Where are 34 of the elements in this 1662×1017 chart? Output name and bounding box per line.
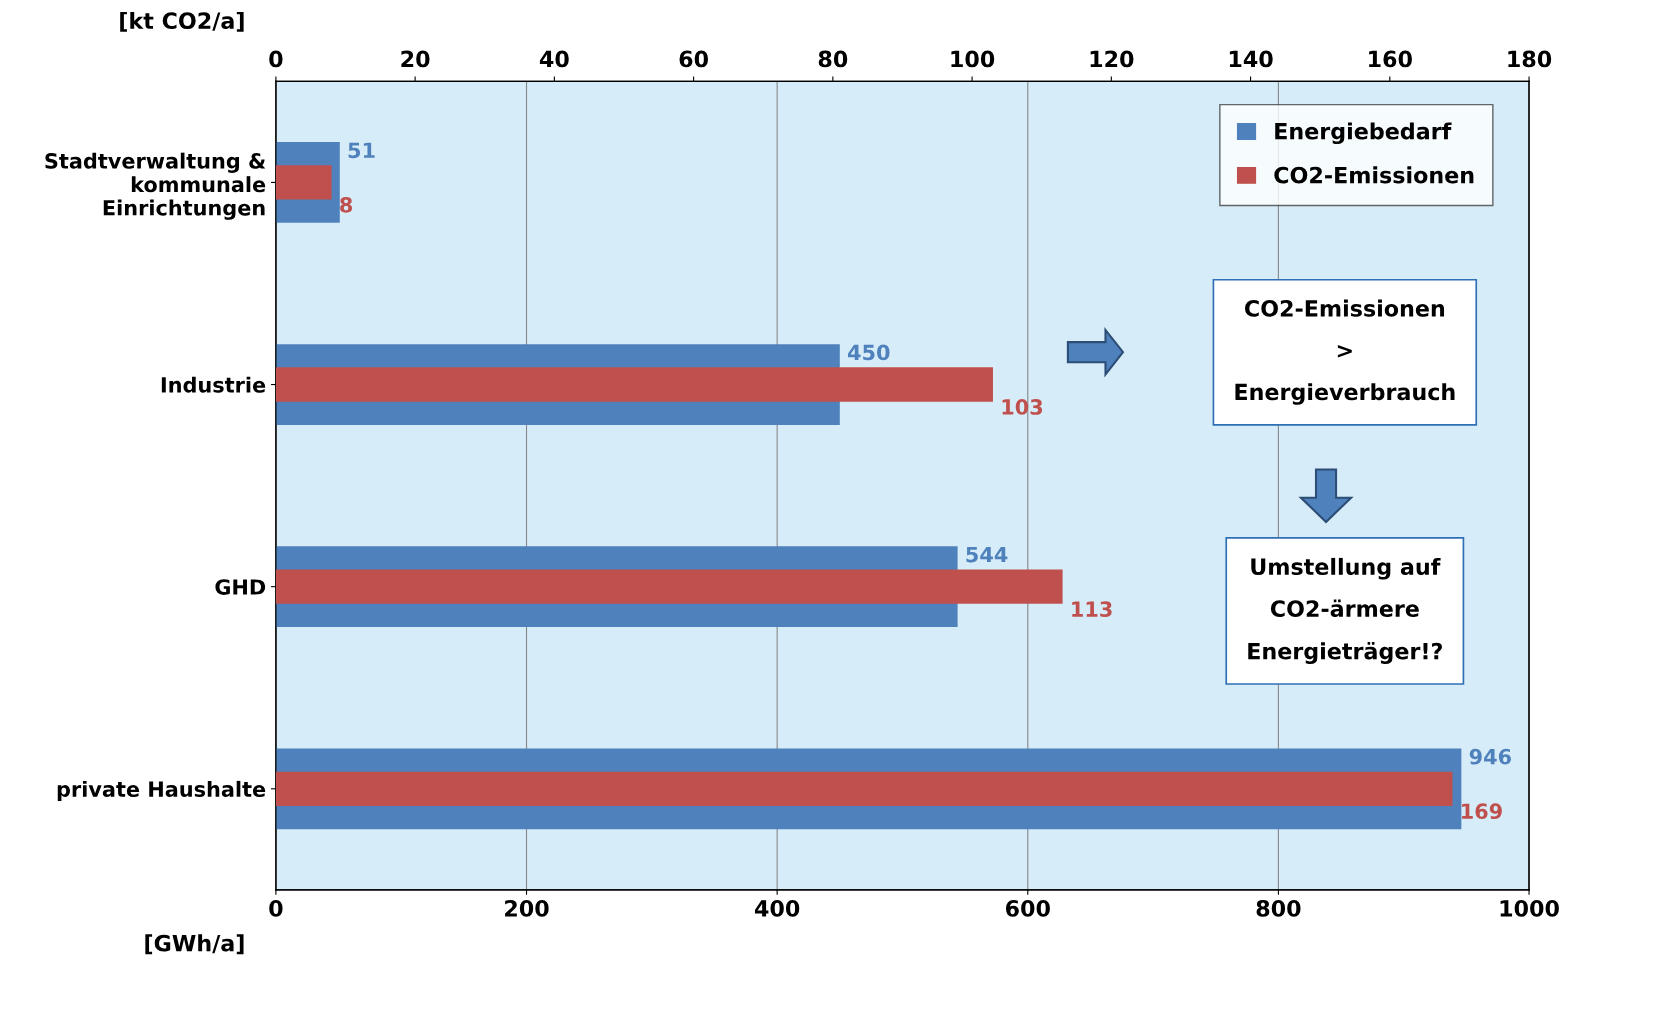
x-tick-label: 200: [505, 899, 549, 917]
y-tick-label: Stadtverwaltung & kommunale Einrichtungen: [45, 152, 266, 220]
data-label: 169: [1462, 803, 1502, 820]
data-label: 113: [1072, 601, 1112, 617]
x-axis-title: [GWh/a]: [145, 934, 244, 955]
x-tick-label: 800: [1256, 899, 1301, 917]
x2-tick-label: 20: [401, 50, 430, 68]
x-tick-label: 1000: [1500, 899, 1559, 917]
x2-tick-label: 180: [1508, 50, 1552, 68]
x2-tick-label: 120: [1090, 50, 1134, 68]
y-tick-label: private Haushalte: [57, 780, 266, 802]
data-label: 103: [1002, 399, 1043, 415]
x2-tick-label: 60: [679, 50, 709, 68]
x-tick-label: 400: [754, 899, 800, 917]
x-tick-label: 600: [1005, 899, 1050, 917]
data-label: 946: [1469, 748, 1511, 765]
x2-tick-label: 40: [539, 50, 569, 68]
legend-label: CO2-Emissionen: [1274, 166, 1474, 184]
x-tick-label: 0: [269, 899, 283, 917]
data-label: 8: [340, 196, 353, 213]
data-label: 450: [848, 344, 890, 361]
x2-tick-label: 100: [951, 50, 995, 68]
data-label: 544: [966, 546, 1008, 563]
annotation: Umstellung auf CO2-ärmere Energieträger!?: [1248, 557, 1442, 664]
x2-tick-label: 140: [1229, 50, 1273, 68]
legend-label: Energiebedarf: [1275, 122, 1452, 145]
y-tick-label: GHD: [215, 579, 266, 595]
data-label: 51: [348, 142, 375, 159]
x2-tick-label: 0: [269, 50, 283, 68]
x2-axis-title: [kt CO2/a]: [120, 11, 244, 32]
y-tick-label: Industrie: [161, 376, 266, 393]
x2-tick-label: 80: [818, 50, 848, 68]
text: CO2-Emissionen > Energieverbrauch: [1235, 299, 1455, 405]
x2-tick-label: 160: [1369, 50, 1412, 68]
